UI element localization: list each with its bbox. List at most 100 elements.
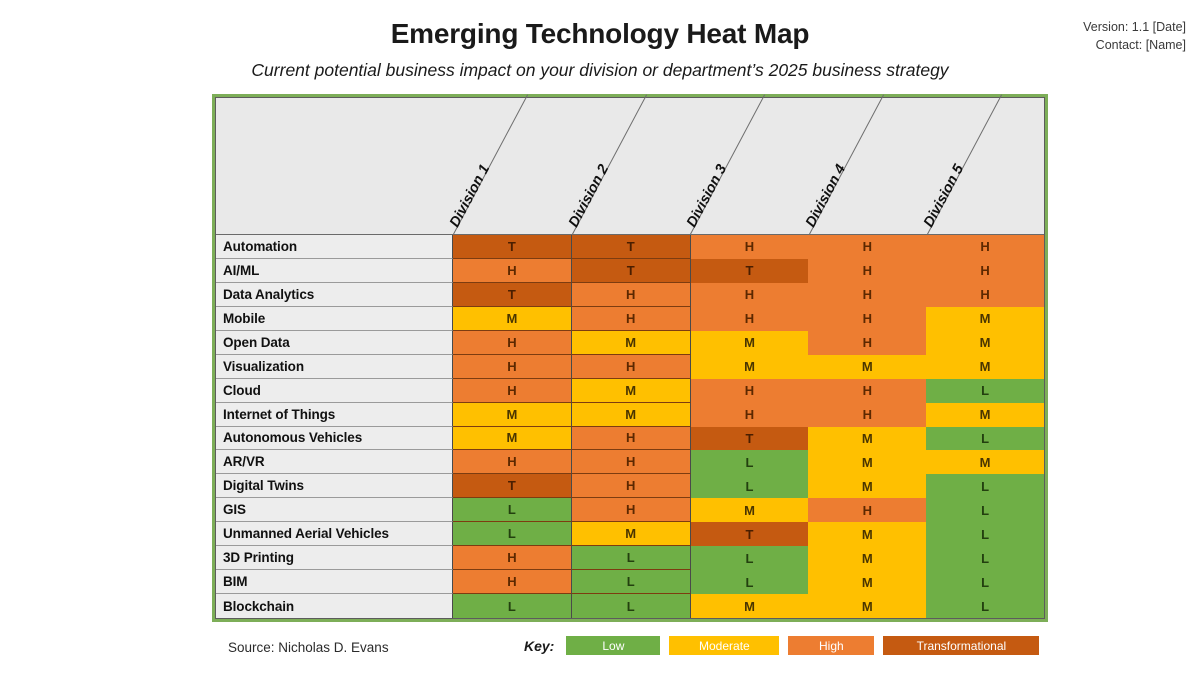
heatmap-cell: L [453,594,572,618]
table-row: Mobile M H H H M [216,306,1044,331]
heatmap-cell: L [571,546,691,571]
heatmap-frame: Division 1 Division 2 Division 3 Division 4… [212,94,1048,622]
row-label-technology: Autonomous Vehicles [216,426,453,451]
heatmap-cell: T [571,258,691,283]
heatmap-cell: M [453,306,572,331]
heatmap-cell: H [808,402,927,427]
heatmap-cell: M [808,450,927,475]
table-row: Visualization H H M M M [216,354,1044,379]
heatmap-cell: M [808,426,927,451]
row-label-technology: Automation [216,235,453,259]
heatmap-cell: M [926,402,1044,427]
legend-swatch-moderate: Moderate [669,636,780,655]
table-row: Autonomous Vehicles M H T M L [216,426,1044,451]
column-header-division-4: Division 4 [803,94,928,235]
legend-swatch-transformational: Transformational [883,636,1040,655]
heatmap-cell: H [453,450,572,475]
legend-swatch-low: Low [566,636,661,655]
heatmap-cell: H [453,378,572,403]
column-header-label: Division 4 [802,162,849,230]
column-header-label: Division 5 [921,162,968,230]
table-row: AI/ML H T T H H [216,258,1044,283]
legend: Key: Low Moderate High Transformational [524,636,1040,655]
heatmap-cell: H [690,306,809,331]
heatmap-cell: M [808,546,927,571]
heatmap-cell: L [926,570,1044,595]
row-label-technology: Unmanned Aerial Vehicles [216,522,453,547]
row-label-technology: Mobile [216,306,453,331]
heatmap-cell: T [571,235,691,259]
heatmap-cell: H [926,282,1044,307]
heatmap-grid: Automation T T H H H AI/ML H T T H H Data Analytics T… [216,235,1044,618]
heatmap-cell: M [926,330,1044,355]
heatmap-cell: H [808,378,927,403]
heatmap-cell: L [926,474,1044,499]
page-title: Emerging Technology Heat Map [390,18,810,49]
column-header-division-1: Division 1 [447,94,572,235]
row-label-technology: GIS [216,498,453,523]
heatmap-cell: H [571,426,691,451]
heatmap-cell: M [690,594,809,618]
table-row: Automation T T H H H [216,235,1044,259]
heatmap-cell: M [926,354,1044,379]
heatmap-cell: M [571,522,691,547]
heatmap-cell: T [453,235,572,259]
table-row: Data Analytics T H H H H [216,282,1044,307]
table-row: Open Data H M M H M [216,330,1044,355]
heatmap-cell: H [808,498,927,523]
column-header-label: Division 2 [565,162,612,230]
page-header: Emerging Technology Heat Map Current pot… [0,0,1200,92]
heatmap-cell: H [690,378,809,403]
version-text: Version: 1.1 [Date] [1083,20,1186,34]
heatmap-cell: L [926,426,1044,451]
heatmap-cell: M [571,330,691,355]
heatmap-cell: M [690,354,809,379]
heatmap-cell: M [690,330,809,355]
row-label-technology: Digital Twins [216,474,453,499]
heatmap-cell: H [808,235,927,259]
heatmap-cell: H [571,306,691,331]
heatmap-cell: H [571,354,691,379]
table-row: 3D Printing H L L M L [216,546,1044,571]
heatmap-cell: M [808,474,927,499]
table-row: AR/VR H H L M M [216,450,1044,475]
heatmap-cell: H [808,258,927,283]
heatmap-cell: H [453,258,572,283]
row-label-technology: AR/VR [216,450,453,475]
heatmap-cell: H [926,235,1044,259]
table-row: Blockchain L L M M L [216,594,1044,618]
heatmap-inner: Division 1 Division 2 Division 3 Division 4… [215,94,1045,619]
heatmap-cell: H [926,258,1044,283]
heatmap-cell: M [571,402,691,427]
table-row: Unmanned Aerial Vehicles L M T M L [216,522,1044,547]
source-text: Source: Nicholas D. Evans [228,640,389,655]
heatmap-cell: H [453,570,572,595]
heatmap-cell: H [571,450,691,475]
table-row: BIM H L L M L [216,570,1044,595]
heatmap-cell: L [453,498,572,523]
row-label-technology: Visualization [216,354,453,379]
header-corner-cell [216,98,453,234]
row-label-technology: Open Data [216,330,453,355]
row-label-technology: Internet of Things [216,402,453,427]
heatmap-cell: T [690,522,809,547]
heatmap-cell: L [690,474,809,499]
heatmap-cell: L [926,378,1044,403]
heatmap-cell: H [690,282,809,307]
heatmap-cell: H [453,546,572,571]
heatmap-cell: M [808,594,927,618]
heatmap-cell: T [690,426,809,451]
row-label-technology: 3D Printing [216,546,453,571]
heatmap-cell: L [926,522,1044,547]
heatmap-cell: H [808,330,927,355]
heatmap-cell: T [453,474,572,499]
row-label-technology: Blockchain [216,594,453,618]
heatmap-cell: M [926,306,1044,331]
heatmap-cell: L [453,522,572,547]
heatmap-cell: H [808,306,927,331]
column-header-label: Division 1 [446,162,494,230]
row-label-technology: BIM [216,570,453,595]
heatmap-cell: T [690,258,809,283]
column-header-division-2: Division 2 [565,94,691,235]
heatmap-cell: M [808,522,927,547]
